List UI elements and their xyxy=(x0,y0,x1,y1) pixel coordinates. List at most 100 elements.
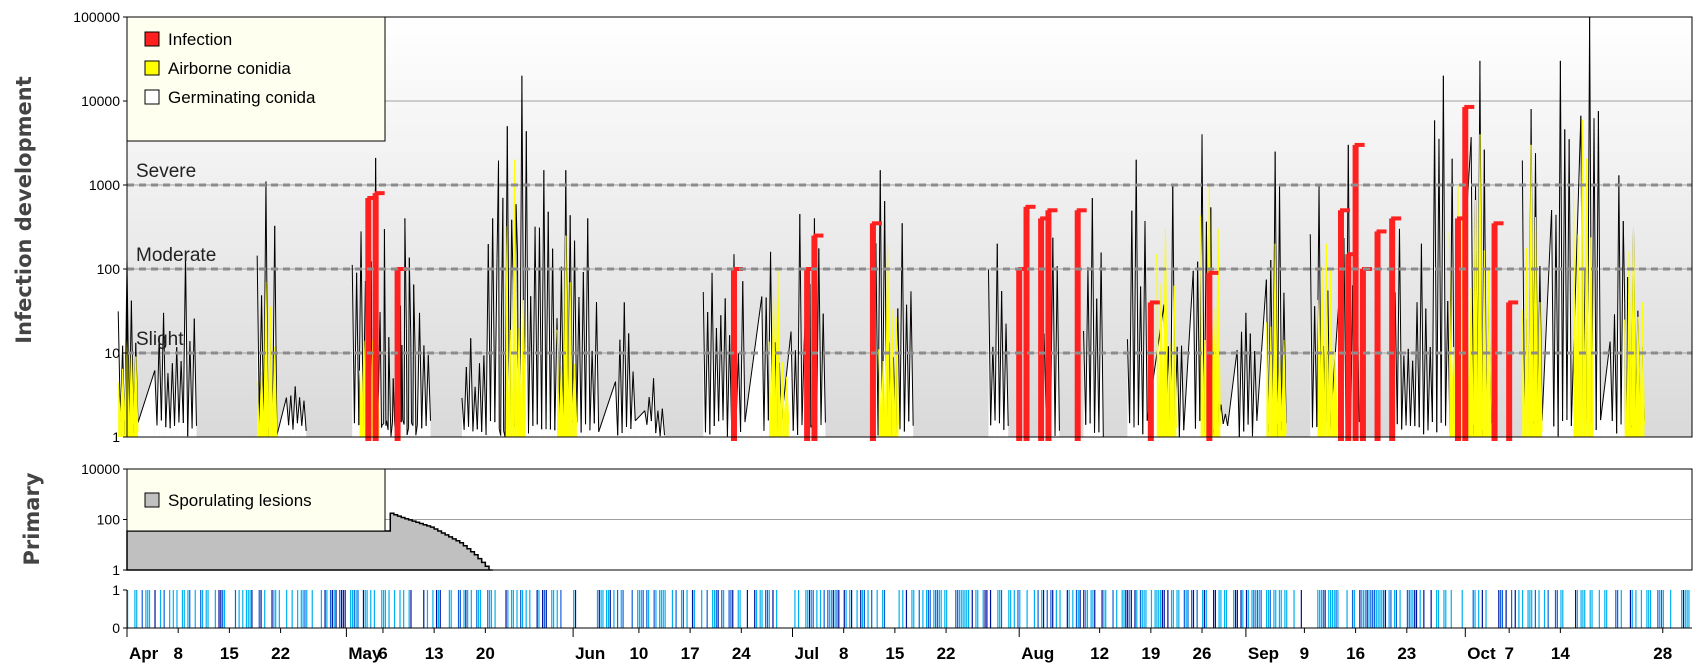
wetness-stripe xyxy=(1202,590,1204,628)
wetness-stripe xyxy=(876,590,878,628)
series-line xyxy=(165,373,169,428)
series-line xyxy=(763,297,767,431)
series-line xyxy=(290,395,294,430)
series-line xyxy=(992,346,996,421)
wetness-stripe xyxy=(1631,590,1633,628)
series-line xyxy=(1396,228,1400,425)
infection-plot-frame xyxy=(126,16,1693,438)
series-line xyxy=(545,211,549,430)
series-line xyxy=(794,350,799,435)
series-line xyxy=(356,272,360,426)
series-line xyxy=(1279,356,1283,422)
series-line xyxy=(382,423,384,425)
series-line xyxy=(615,381,619,436)
series-line xyxy=(650,378,655,422)
series-line xyxy=(156,336,160,426)
wetness-stripe xyxy=(510,590,513,628)
wetness-stripe xyxy=(642,590,644,628)
series-line xyxy=(1577,234,1581,422)
wetness-stripe xyxy=(351,590,354,628)
wetness-stripe xyxy=(940,590,942,628)
series-line xyxy=(1568,139,1572,426)
series-line xyxy=(1137,286,1142,426)
wetness-stripe xyxy=(457,590,460,628)
wetness-stripe xyxy=(536,590,538,628)
wetness-stripe xyxy=(1682,590,1685,628)
series-line xyxy=(996,243,1000,424)
series-line xyxy=(353,272,358,424)
infection-cap xyxy=(396,267,407,271)
wetness-stripe xyxy=(357,590,359,628)
wetness-stripe xyxy=(525,590,527,628)
wetness-stripe xyxy=(1150,590,1153,628)
wetness-stripe xyxy=(768,590,770,628)
wetness-stripe xyxy=(463,590,465,628)
wetness-stripe xyxy=(163,590,165,628)
series-line xyxy=(1595,111,1599,430)
x-tick-label: Oct xyxy=(1467,644,1496,663)
series-line xyxy=(1530,144,1534,422)
wetness-stripe xyxy=(1019,590,1021,628)
infection-marks xyxy=(365,104,1519,442)
wetness-stripe xyxy=(1640,590,1643,628)
series-line xyxy=(1579,119,1583,422)
series-line xyxy=(258,295,263,424)
series-line xyxy=(494,258,498,423)
series-line xyxy=(476,363,480,430)
series-line xyxy=(818,248,822,426)
wetness-stripe xyxy=(922,590,924,628)
series-line xyxy=(1131,210,1135,428)
wetness-stripe xyxy=(479,590,482,628)
wetness-stripe xyxy=(1066,590,1068,628)
series-line xyxy=(388,337,391,412)
wetness-stripe xyxy=(1266,590,1268,628)
wetness-stripe xyxy=(1604,590,1606,628)
series-line xyxy=(1256,279,1267,421)
wetness-stripe xyxy=(776,590,778,628)
wetness-stripe xyxy=(1139,590,1142,628)
wetness-stripe xyxy=(1324,590,1326,628)
series-line xyxy=(1003,323,1007,430)
wetness-stripe xyxy=(1635,590,1637,628)
wetness-stripe xyxy=(1505,590,1507,628)
series-line xyxy=(1637,316,1641,423)
wetness-stripe xyxy=(1077,590,1079,628)
series-line xyxy=(587,218,591,431)
wetness-stripe xyxy=(320,590,322,628)
wetness-stripe xyxy=(1086,590,1089,628)
infection-cap xyxy=(1464,104,1475,109)
wetness-stripe xyxy=(573,590,575,628)
series-line xyxy=(500,317,502,436)
series-line xyxy=(910,291,914,426)
series-line xyxy=(1420,243,1425,435)
series-line xyxy=(628,333,632,430)
series-line xyxy=(1319,266,1323,424)
wetness-stripe xyxy=(861,590,864,628)
wetness-stripe xyxy=(693,590,695,628)
x-tick-label: 8 xyxy=(173,644,182,663)
wetness-stripe xyxy=(905,590,908,628)
wetness-stripe xyxy=(1185,590,1187,628)
area-segment xyxy=(1223,413,1226,437)
wetness-stripe xyxy=(432,590,434,628)
series-line xyxy=(767,251,772,421)
infection-cap xyxy=(1076,208,1087,213)
wetness-stripe xyxy=(1075,590,1078,628)
infection-cap xyxy=(1047,208,1058,213)
series-line xyxy=(987,269,992,426)
wetness-stripe xyxy=(297,590,299,628)
wetness-stripe xyxy=(960,590,962,628)
wetness-stripe xyxy=(728,590,730,628)
wetness-stripe xyxy=(1041,590,1043,628)
series-line xyxy=(410,335,412,424)
series-line xyxy=(294,386,298,424)
series-line xyxy=(122,368,126,421)
series-line xyxy=(1274,243,1278,424)
wetness-stripe xyxy=(1253,590,1255,628)
series-line xyxy=(1094,298,1098,433)
series-line xyxy=(718,315,722,422)
series-line xyxy=(1564,129,1568,420)
wetness-stripe xyxy=(291,590,293,628)
series-line xyxy=(191,318,195,429)
wetness-stripe xyxy=(1013,590,1015,628)
